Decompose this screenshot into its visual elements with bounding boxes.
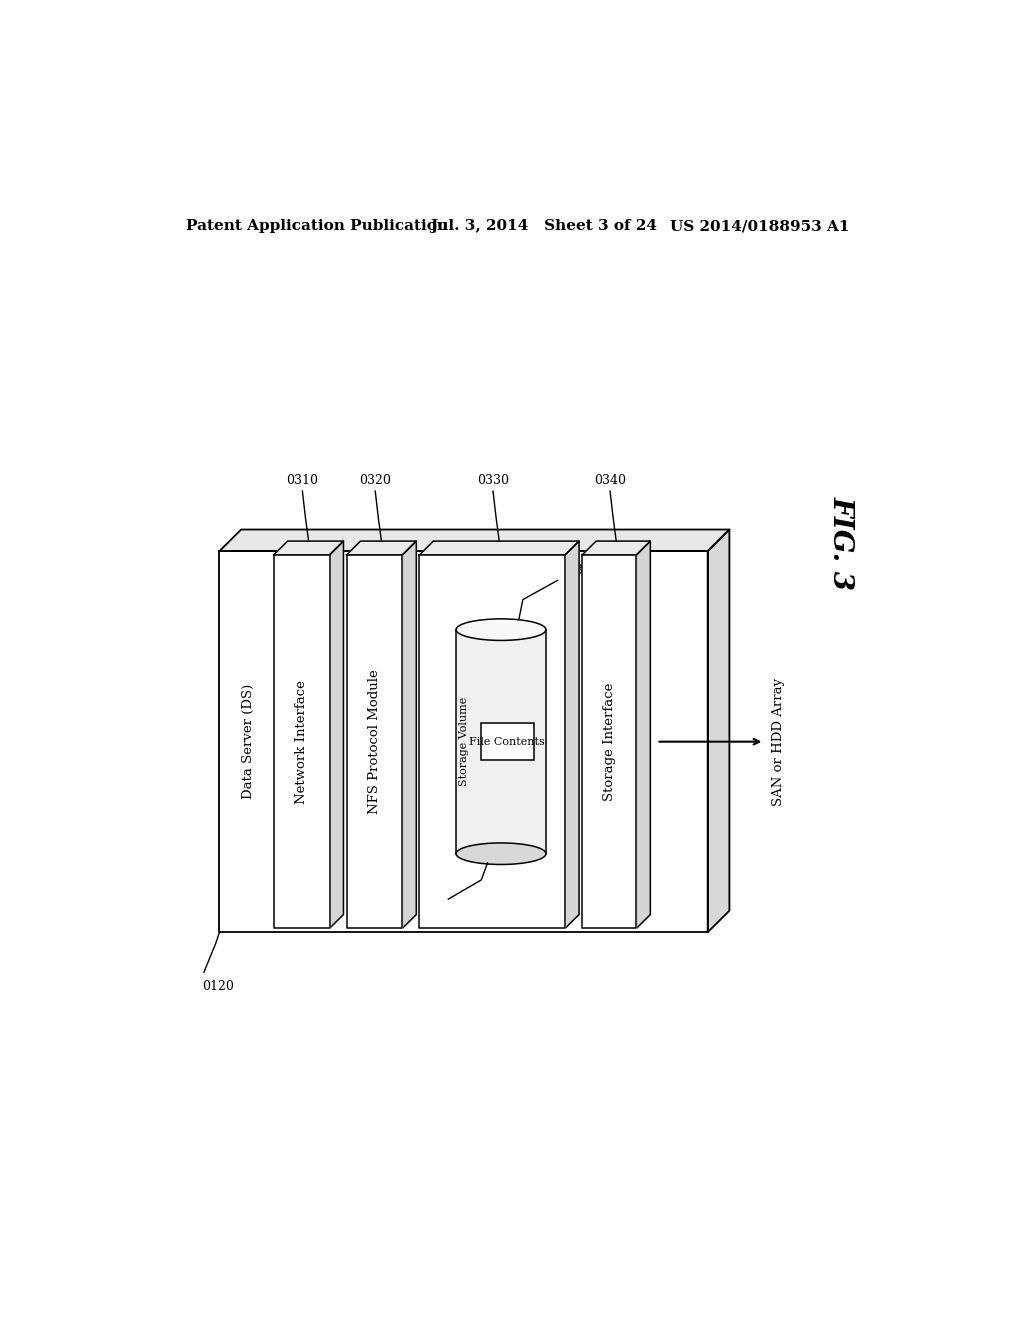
Ellipse shape <box>456 843 546 865</box>
Polygon shape <box>346 541 417 554</box>
Text: NFS Protocol Module: NFS Protocol Module <box>368 669 381 814</box>
Text: File Contents: File Contents <box>469 737 545 747</box>
Text: Patent Application Publication: Patent Application Publication <box>186 219 449 234</box>
Polygon shape <box>708 529 729 932</box>
Polygon shape <box>273 541 343 554</box>
Text: 0310: 0310 <box>287 474 318 487</box>
Text: US 2014/0188953 A1: US 2014/0188953 A1 <box>671 219 850 234</box>
Text: Storage Volume: Storage Volume <box>459 697 469 787</box>
Polygon shape <box>219 529 729 552</box>
Text: Jul. 3, 2014   Sheet 3 of 24: Jul. 3, 2014 Sheet 3 of 24 <box>430 219 657 234</box>
Text: FIG. 3: FIG. 3 <box>827 496 854 590</box>
Ellipse shape <box>456 619 546 640</box>
Text: Storage Interface: Storage Interface <box>603 682 615 801</box>
Polygon shape <box>636 541 650 928</box>
Text: 0331: 0331 <box>432 903 464 916</box>
Text: Storage Management Module: Storage Management Module <box>485 642 499 842</box>
Text: 0332: 0332 <box>559 564 591 577</box>
Polygon shape <box>583 541 650 554</box>
Polygon shape <box>420 554 565 928</box>
Bar <box>481 723 534 760</box>
Polygon shape <box>583 554 636 928</box>
Polygon shape <box>330 541 343 928</box>
Text: SAN or HDD Array: SAN or HDD Array <box>772 677 784 805</box>
Polygon shape <box>346 554 402 928</box>
Text: Network Interface: Network Interface <box>295 680 308 804</box>
Text: Data Server (DS): Data Server (DS) <box>243 684 255 800</box>
Polygon shape <box>456 630 546 854</box>
Polygon shape <box>420 541 579 554</box>
Text: 0320: 0320 <box>359 474 391 487</box>
Polygon shape <box>565 541 579 928</box>
Polygon shape <box>273 554 330 928</box>
Text: 0330: 0330 <box>477 474 509 487</box>
Polygon shape <box>219 552 708 932</box>
Text: 0120: 0120 <box>203 979 234 993</box>
Text: 0340: 0340 <box>594 474 626 487</box>
Polygon shape <box>402 541 417 928</box>
